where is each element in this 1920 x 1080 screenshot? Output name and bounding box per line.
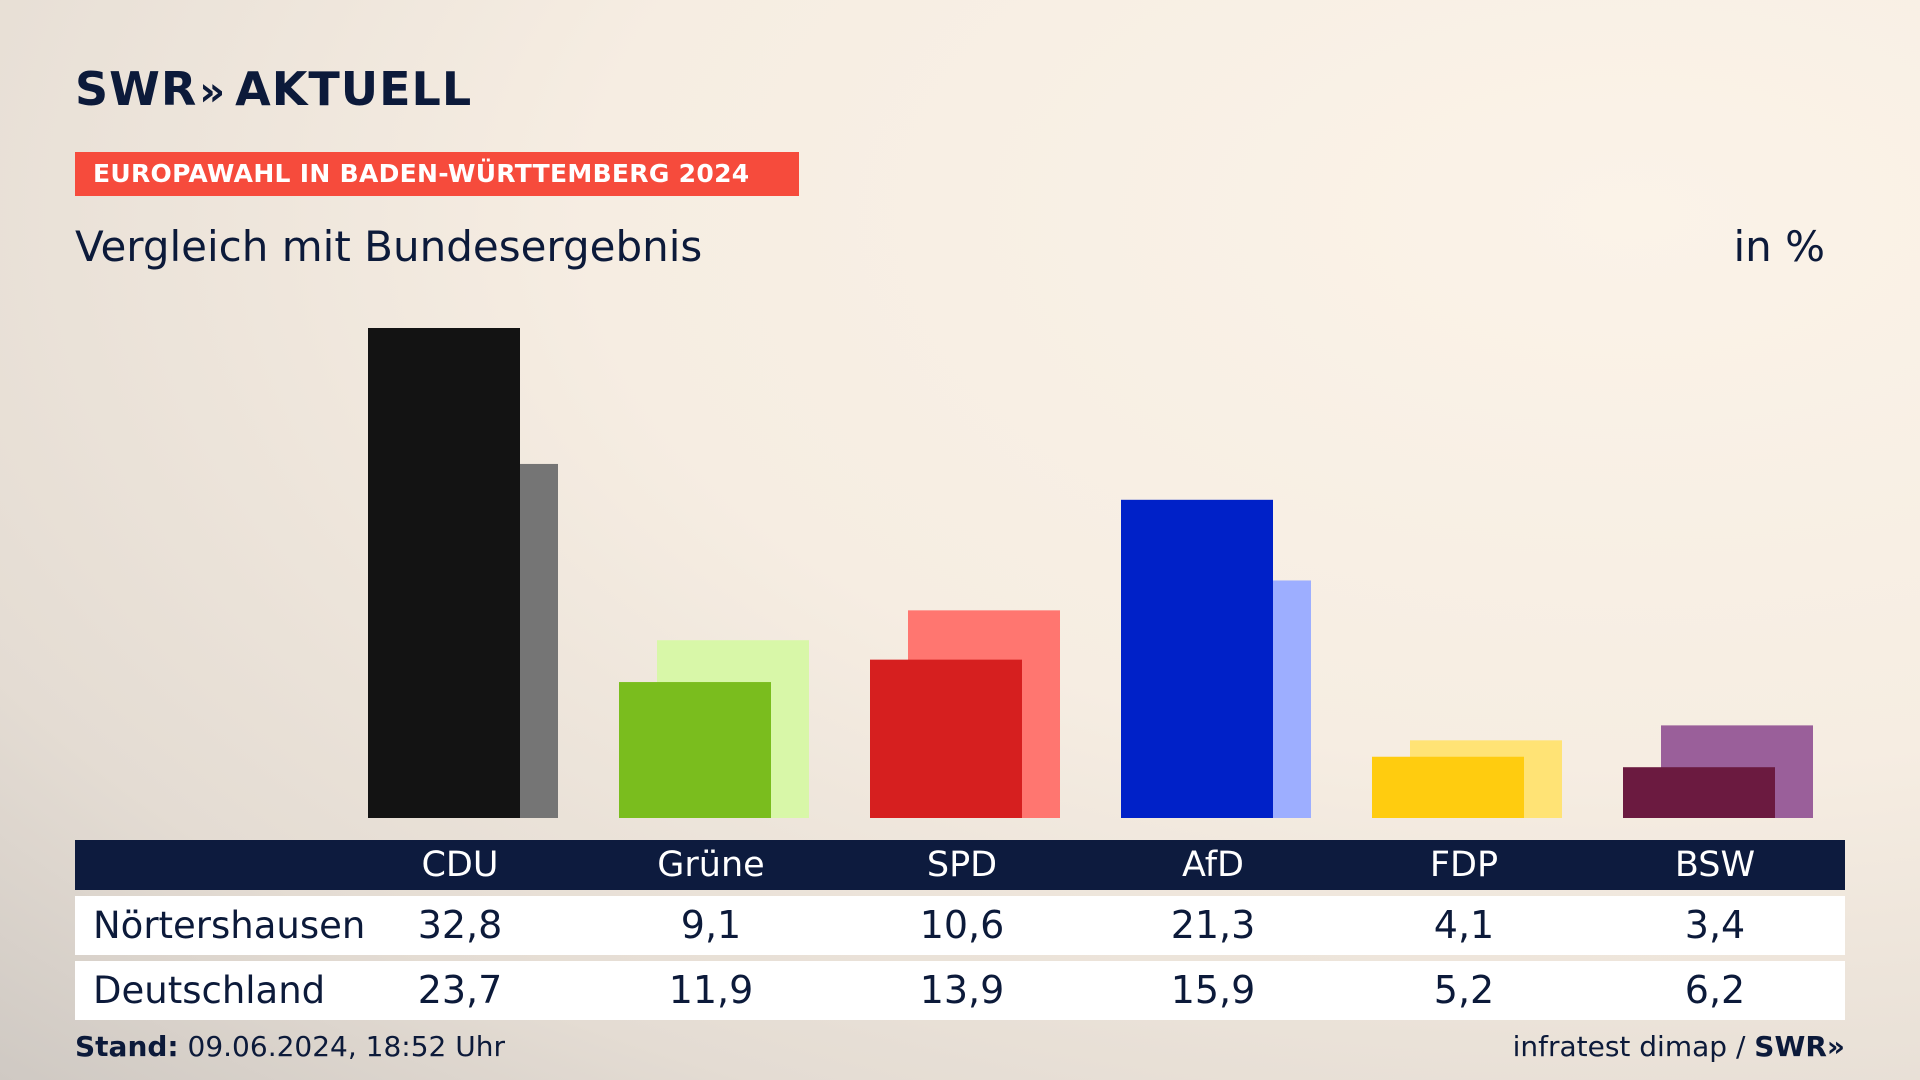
value-cell: 9,1 [680,903,742,947]
value-cell: 21,3 [1170,903,1256,947]
bar-noertershausen-cdu [368,328,520,818]
value-cell: 23,7 [417,968,503,1012]
table-header: CDU Grüne SPD AfD FDP BSW [75,840,1845,890]
bar-noertershausen-grüne [619,682,771,818]
table-row: Nörtershausen 32,8 9,1 10,6 21,3 4,1 3,4 [75,896,1845,955]
table-row: Deutschland 23,7 11,9 13,9 15,9 5,2 6,2 [75,961,1845,1020]
value-cell: 15,9 [1170,968,1256,1012]
category-label: BSW [1674,845,1756,885]
value-cell: 10,6 [919,903,1005,947]
bar-noertershausen-afd [1121,499,1273,818]
category-label: SPD [926,845,998,885]
chart-subtitle: Vergleich mit Bundesergebnis [75,222,703,271]
source-brand: SWR» [1754,1030,1845,1063]
value-cell: 4,1 [1433,903,1495,947]
row-label: Deutschland [93,969,326,1012]
category-label: CDU [421,845,499,885]
bar-chart [368,328,1813,818]
stand-label: Stand: [75,1030,179,1063]
timestamp: Stand: 09.06.2024, 18:52 Uhr [75,1030,505,1063]
value-cell: 3,4 [1684,903,1746,947]
stand-value: 09.06.2024, 18:52 Uhr [187,1030,505,1063]
row-label: Nörtershausen [93,904,366,947]
results-table: CDU Grüne SPD AfD FDP BSW Nörtershausen 32,8 9… [75,840,1845,1020]
source-credit: infratest dimap / SWR» [1513,1030,1845,1063]
value-cell: 13,9 [919,968,1005,1012]
source-text: infratest dimap / [1512,1030,1746,1063]
category-label: AfD [1182,845,1244,885]
category-label: Grüne [657,845,765,885]
value-cell: 6,2 [1684,968,1746,1012]
brand-suffix: AKTUELL [235,62,473,116]
election-banner: EUROPAWAHL IN BADEN-WÜRTTEMBERG 2024 [75,152,799,196]
unit-label: in % [1733,222,1825,271]
brand-name: SWR [75,62,198,116]
value-cell: 11,9 [668,968,754,1012]
value-cell: 32,8 [417,903,503,947]
bar-noertershausen-fdp [1372,756,1524,818]
bar-noertershausen-spd [870,659,1022,818]
swr-aktuell-logo: SWR» AKTUELL [75,66,472,112]
bar-noertershausen-bsw [1623,767,1775,818]
category-label: FDP [1429,845,1499,885]
value-cell: 5,2 [1433,968,1495,1012]
